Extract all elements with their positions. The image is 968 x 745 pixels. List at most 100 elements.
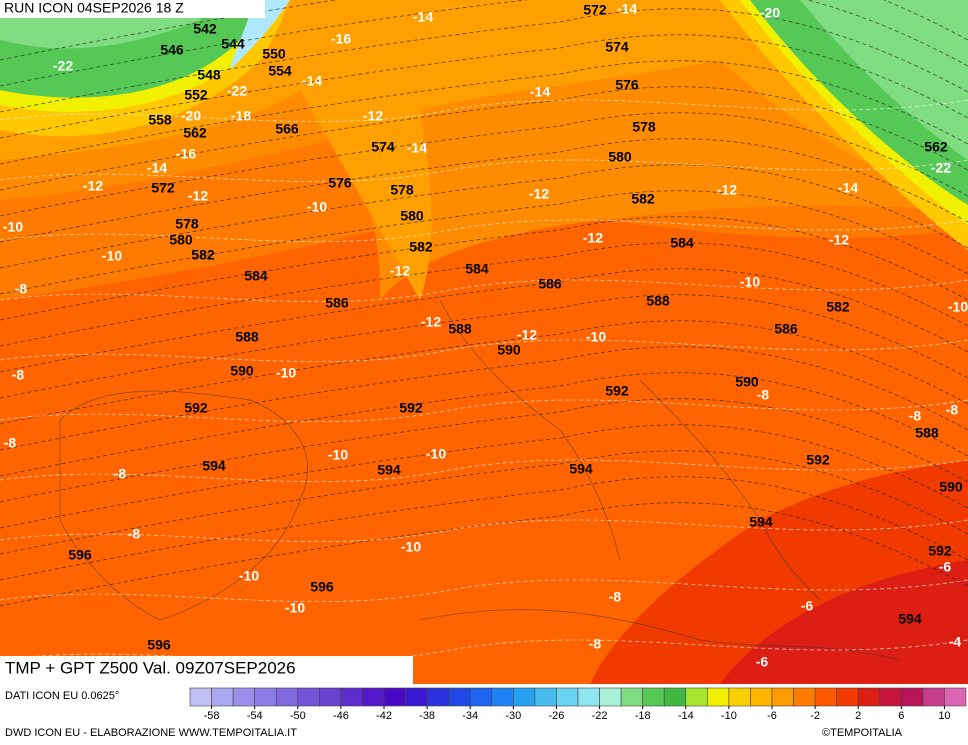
colorbar-swatch xyxy=(707,687,730,707)
temp-zone xyxy=(800,0,968,160)
gpt-label: 596 xyxy=(68,547,92,563)
colorbar-swatch xyxy=(642,687,665,707)
colorbar-swatch xyxy=(211,687,234,707)
gpt-label: 562 xyxy=(924,139,948,155)
gpt-label: 562 xyxy=(183,125,207,141)
run-label: RUN ICON 04SEP2026 18 Z xyxy=(4,0,184,16)
gpt-isoline xyxy=(0,0,968,61)
gpt-label: 580 xyxy=(169,232,193,248)
tmp-label: -8 xyxy=(4,435,17,451)
gpt-label: 592 xyxy=(184,400,208,416)
gpt-isoline xyxy=(0,86,968,191)
colorbar-swatch xyxy=(901,687,924,707)
tmp-label: -20 xyxy=(181,108,201,124)
colorbar-swatch xyxy=(383,687,406,707)
colorbar-tick-label: -18 xyxy=(635,710,651,722)
tmp-label: -10 xyxy=(586,329,606,345)
tmp-isoline xyxy=(0,459,968,482)
colorbar-tick-label: -46 xyxy=(333,710,349,722)
gpt-isoline xyxy=(0,190,968,295)
gpt-label: 578 xyxy=(632,119,656,135)
colorbar-swatch xyxy=(405,687,428,707)
tmp-label: -12 xyxy=(829,232,849,248)
gpt-isoline xyxy=(0,216,968,321)
gpt-label: 552 xyxy=(184,87,208,103)
colorbar-swatch xyxy=(319,687,342,707)
gpt-isoline xyxy=(0,34,968,139)
gpt-label: 574 xyxy=(605,39,629,55)
colorbar-swatch xyxy=(771,687,794,707)
colorbar-swatch xyxy=(448,687,471,707)
gpt-isoline xyxy=(0,164,968,269)
gpt-label: 590 xyxy=(497,342,521,358)
gpt-label: 592 xyxy=(605,383,629,399)
colorbar-tick-label: -26 xyxy=(548,710,564,722)
gpt-label: 594 xyxy=(377,462,401,478)
tmp-isoline xyxy=(0,219,968,242)
colorbar: -58 -54 -50 -46 -42 -38 -34 -30 -26 -22 -18 -14 -10-… xyxy=(189,687,967,722)
gpt-isoline xyxy=(0,0,968,87)
coastline xyxy=(419,609,901,661)
colorbar-swatch xyxy=(620,687,643,707)
gpt-label: 592 xyxy=(399,400,423,416)
tmp-label: -6 xyxy=(801,598,814,614)
gpt-label: 590 xyxy=(230,363,254,379)
gpt-label: 582 xyxy=(631,191,655,207)
colorbar-swatch xyxy=(232,687,255,707)
tmp-isoline xyxy=(0,519,968,542)
colorbar-swatch xyxy=(728,687,751,707)
colorbar-swatch xyxy=(750,687,773,707)
gpt-isoline xyxy=(0,60,968,165)
tmp-label: -22 xyxy=(227,83,247,99)
colorbar-tick-label: 2 xyxy=(855,710,861,722)
gpt-label: 580 xyxy=(608,149,632,165)
tmp-label: -8 xyxy=(15,281,28,297)
colorbar-swatch xyxy=(362,687,385,707)
gpt-label: 592 xyxy=(928,543,952,559)
gpt-label: 566 xyxy=(275,121,299,137)
tmp-label: -22 xyxy=(53,58,73,74)
gpt-label: 596 xyxy=(147,637,171,653)
gpt-label: 590 xyxy=(939,479,963,495)
tmp-label: -8 xyxy=(609,589,622,605)
tmp-label: -8 xyxy=(909,408,922,424)
tmp-label: -8 xyxy=(589,636,602,652)
coastline xyxy=(439,299,621,561)
gpt-label: 586 xyxy=(774,321,798,337)
colorbar-swatch xyxy=(836,687,859,707)
tmp-label: -12 xyxy=(363,108,383,124)
tmp-isoline xyxy=(0,399,968,422)
gpt-isoline xyxy=(0,8,968,113)
tmp-label: -10 xyxy=(276,365,296,381)
tmp-label: -6 xyxy=(939,559,952,575)
tmp-label: -14 xyxy=(530,84,550,100)
colorbar-swatch xyxy=(922,687,945,707)
tmp-label: -10 xyxy=(740,274,760,290)
colorbar-tick-label: -22 xyxy=(592,710,608,722)
gpt-isoline xyxy=(0,138,968,243)
source-label: DATI ICON EU 0.0625° xyxy=(5,690,119,702)
tmp-label: -12 xyxy=(83,178,103,194)
tmp-label: -12 xyxy=(717,182,737,198)
colorbar-swatch xyxy=(944,687,967,707)
gpt-label: 542 xyxy=(193,21,217,37)
gpt-isoline xyxy=(0,346,968,451)
colorbar-swatch xyxy=(857,687,881,707)
colorbar-swatch xyxy=(513,687,536,707)
gpt-label: 588 xyxy=(646,293,670,309)
gpt-label: 588 xyxy=(448,321,472,337)
tmp-label: -14 xyxy=(407,140,427,156)
gpt-isoline xyxy=(0,502,968,607)
tmp-label: -10 xyxy=(328,447,348,463)
tmp-label: -12 xyxy=(390,263,410,279)
gpt-label: 572 xyxy=(151,180,175,196)
tmp-label: -14 xyxy=(838,180,858,196)
gpt-label: 582 xyxy=(409,239,433,255)
tmp-isoline xyxy=(0,279,968,302)
gpt-label: 546 xyxy=(160,42,184,58)
colorbar-swatch xyxy=(469,687,493,707)
gpt-label: 548 xyxy=(197,67,221,83)
temp-zone xyxy=(230,0,290,70)
coastline xyxy=(639,379,821,601)
